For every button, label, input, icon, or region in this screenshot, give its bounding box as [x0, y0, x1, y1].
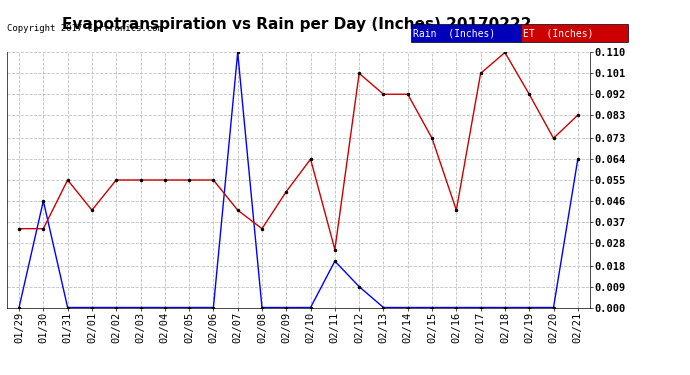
Text: Copyright 2017 Cartronics.com: Copyright 2017 Cartronics.com	[7, 24, 163, 33]
Text: Evapotranspiration vs Rain per Day (Inches) 20170222: Evapotranspiration vs Rain per Day (Inch…	[62, 17, 531, 32]
Text: Rain  (Inches): Rain (Inches)	[413, 29, 495, 39]
Text: ET  (Inches): ET (Inches)	[523, 29, 593, 39]
